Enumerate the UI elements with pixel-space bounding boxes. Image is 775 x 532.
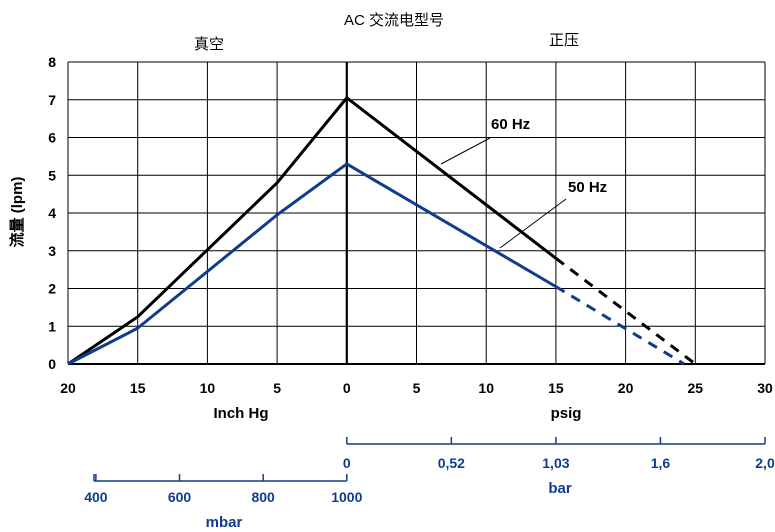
series-label-50hz: 50 Hz	[568, 179, 607, 196]
x-tick-label: 10	[478, 380, 494, 396]
series-layer: 60 Hz 50 Hz	[67, 96, 697, 366]
x-tick-label: 5	[273, 380, 281, 396]
series-line-60hz	[67, 96, 557, 366]
x-tick-label: 25	[688, 380, 704, 396]
x-tick-label: 15	[548, 380, 564, 396]
x-tick-label: 15	[130, 380, 146, 396]
region-label-pressure: 正压	[549, 32, 579, 49]
series-dashed-50hz	[555, 285, 685, 366]
y-tick-label: 8	[48, 54, 56, 70]
bar-axis-title: bar	[548, 480, 572, 497]
mbar-axis-title: mbar	[206, 514, 243, 531]
y-tick-label: 2	[48, 281, 56, 297]
y-tick-label: 4	[48, 205, 56, 221]
series-label-60hz: 60 Hz	[491, 116, 530, 133]
series-leader-line	[499, 198, 567, 249]
mbar-tick-label: 1000	[331, 489, 362, 505]
y-tick-label: 6	[48, 130, 56, 146]
mbar-tick-label: 400	[84, 489, 108, 505]
x-tick-label: 30	[757, 380, 773, 396]
grid	[67, 61, 766, 365]
bar-axis: 0 0,52 1,03 1,6 2,0	[343, 437, 775, 471]
bar-tick-label: 0,52	[438, 455, 465, 471]
region-label-vacuum: 真空	[194, 35, 224, 53]
chart-title: AC 交流电型号	[344, 11, 444, 29]
y-tick-label: 5	[48, 167, 56, 183]
x-tick-label: 20	[618, 380, 634, 396]
y-tick-label: 0	[48, 356, 56, 372]
bar-tick-label: 0	[343, 455, 351, 471]
y-tick-label: 3	[48, 243, 56, 259]
x-axis-title-pressure: psig	[551, 405, 582, 422]
y-ticks: 0 1 2 3 4 5 6 7 8	[48, 54, 56, 372]
x-tick-label: 5	[413, 380, 421, 396]
mbar-tick-label: 600	[168, 489, 192, 505]
x-axis-title-vacuum: Inch Hg	[214, 405, 269, 422]
bar-tick-label: 1,6	[651, 455, 671, 471]
bar-tick-label: 2,0	[755, 455, 775, 471]
x-tick-label: 10	[200, 380, 216, 396]
mbar-tick-label: 800	[251, 489, 275, 505]
x-ticks: 20 15 10 5 0 5 10 15 20 25 30	[60, 380, 773, 396]
x-tick-label: 20	[60, 380, 76, 396]
bar-tick-label: 1,03	[542, 455, 569, 471]
series-line-50hz	[67, 162, 557, 366]
y-tick-label: 7	[48, 92, 56, 108]
series-dashed-60hz	[554, 257, 697, 366]
x-tick-label: 0	[343, 380, 351, 396]
y-axis-title: 流量 (lpm)	[8, 177, 26, 248]
series-leader-line	[440, 137, 491, 165]
y-tick-label: 1	[48, 318, 56, 334]
mbar-axis: 400 600 800 1000	[84, 474, 363, 505]
